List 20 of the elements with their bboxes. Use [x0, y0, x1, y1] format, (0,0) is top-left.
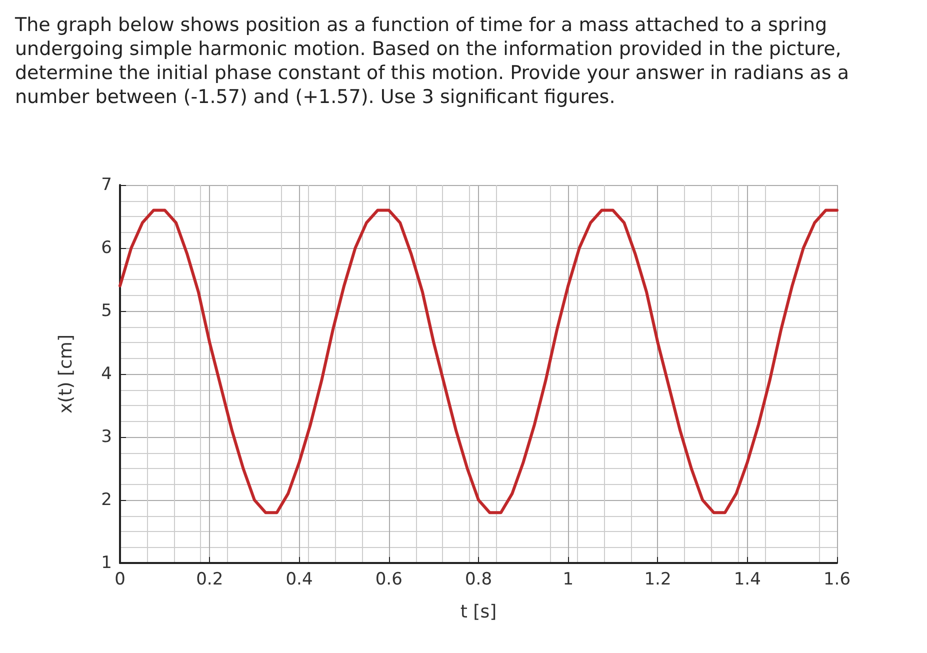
x-axis-title: t [s] — [460, 602, 497, 622]
x-tick-label: 0 — [114, 570, 126, 590]
y-tick-label: 4 — [101, 364, 112, 384]
y-axis-title: x(t) [cm] — [56, 334, 76, 414]
x-tick-label: 1.2 — [644, 570, 672, 590]
x-tick-label: 0.4 — [286, 570, 313, 590]
y-tick-label: 3 — [101, 427, 112, 447]
chart-title: The graph below shows position as a function of time for a mass attached to a spring undergoing simple harmonic motion. Based on the information provided in the picture, determine the initial phase constant of this motion. Provide your answer in radians as a number between (-1.57) and (+1.57). Use 3 significant figures. — [14, 14, 856, 108]
x-tick-label: 0.6 — [375, 570, 402, 590]
y-tick-label: 6 — [101, 238, 112, 258]
x-tick-label: 1.4 — [734, 570, 761, 590]
y-tick-label: 7 — [101, 175, 112, 195]
x-tick-label: 1.6 — [823, 570, 851, 590]
x-tick-label: 0.8 — [464, 570, 492, 590]
x-tick-label: 0.2 — [196, 570, 224, 590]
y-tick-label: 2 — [101, 490, 112, 510]
y-tick-label: 5 — [101, 301, 112, 321]
line-series — [118, 208, 838, 514]
x-tick-label: 1 — [562, 570, 574, 590]
y-tick-label: 1 — [101, 553, 112, 573]
